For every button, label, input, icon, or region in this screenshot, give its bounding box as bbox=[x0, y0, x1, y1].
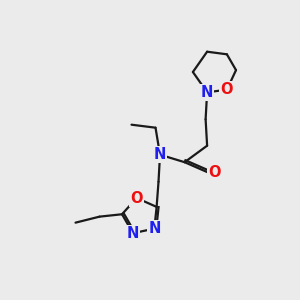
Text: N: N bbox=[201, 85, 213, 100]
Text: O: O bbox=[130, 190, 143, 206]
Text: O: O bbox=[220, 82, 233, 97]
Text: N: N bbox=[154, 147, 166, 162]
Text: N: N bbox=[148, 221, 160, 236]
Text: N: N bbox=[127, 226, 139, 241]
Text: O: O bbox=[208, 165, 220, 180]
